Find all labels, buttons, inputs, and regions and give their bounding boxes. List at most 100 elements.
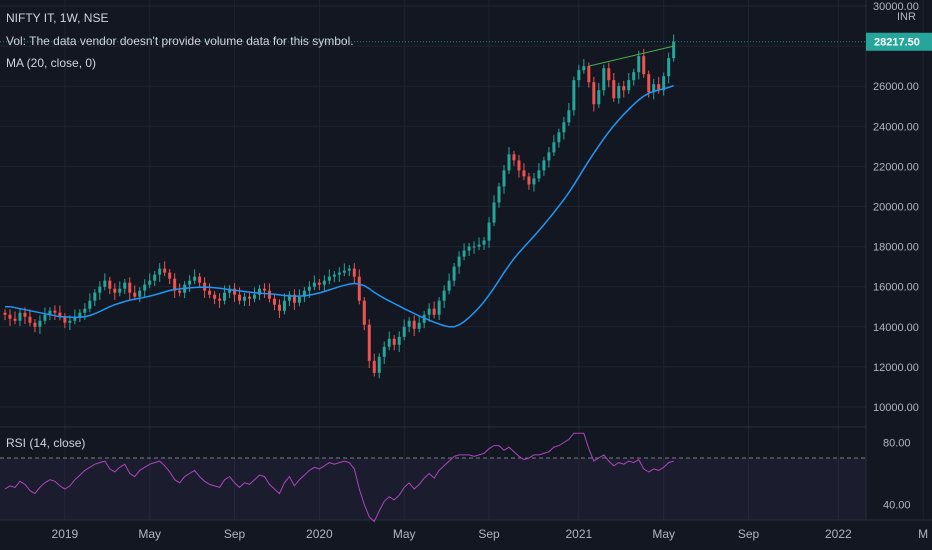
candle-body <box>158 268 162 275</box>
candle <box>347 265 351 277</box>
candle <box>287 291 291 307</box>
candle-body <box>637 56 641 73</box>
candle <box>108 277 112 295</box>
candle <box>28 309 32 327</box>
candle <box>8 309 12 326</box>
candle <box>387 331 391 351</box>
time-tick-label: Sep <box>478 527 500 541</box>
candle <box>153 271 157 287</box>
candle-body <box>253 294 256 299</box>
candle <box>432 301 436 319</box>
candle <box>567 103 571 126</box>
candle <box>547 146 551 168</box>
candle-body <box>402 326 406 337</box>
candle-body <box>223 292 227 301</box>
rsi-axis[interactable]: 40.00 80.00 <box>883 438 911 512</box>
candle <box>377 353 381 379</box>
candle-body <box>667 58 671 77</box>
price-tick-label: 10000.00 <box>873 402 919 414</box>
rsi-legend[interactable]: RSI (14, close) <box>6 436 86 450</box>
candle <box>243 293 247 307</box>
candle <box>173 273 177 298</box>
rsi-band <box>0 457 866 521</box>
candle-body <box>567 110 571 123</box>
candle-body <box>617 86 621 99</box>
candle <box>467 242 471 256</box>
candle <box>587 62 591 88</box>
time-tick-label: 2019 <box>52 527 79 541</box>
rsi-tick-label: 80.00 <box>883 438 911 450</box>
candle <box>198 273 202 289</box>
candle <box>502 164 506 194</box>
time-axis[interactable]: 2019 May Sep 2020 May Sep 2021 May Sep 2022 M <box>52 527 929 541</box>
candle <box>33 319 37 333</box>
candle-body <box>572 80 576 111</box>
candle <box>512 150 516 166</box>
candle-body <box>272 298 276 305</box>
candle <box>327 269 331 285</box>
candle <box>542 156 546 176</box>
candle <box>472 241 476 254</box>
candle <box>93 289 97 307</box>
candle <box>332 271 336 283</box>
candle <box>537 163 541 183</box>
candle <box>442 285 446 308</box>
ma-line <box>5 84 674 328</box>
price-tick-label: 12000.00 <box>873 362 919 374</box>
candle <box>188 275 192 292</box>
candle <box>53 305 57 320</box>
candle <box>38 315 42 334</box>
candle-body <box>372 360 376 373</box>
candle-body <box>492 202 496 223</box>
time-tick-label: Sep <box>738 527 760 541</box>
candles <box>3 34 676 379</box>
candle-body <box>68 320 72 323</box>
candle-body <box>307 286 311 291</box>
candle <box>193 269 197 285</box>
candle-body <box>472 246 476 248</box>
candle <box>477 237 481 251</box>
candle <box>577 64 581 88</box>
candle <box>582 58 586 74</box>
candle-body <box>133 292 137 297</box>
candle-body <box>58 312 62 317</box>
candle-body <box>292 294 296 303</box>
ma-legend[interactable]: MA (20, close, 0) <box>6 56 97 70</box>
candle <box>128 277 132 300</box>
last-price-label: 28217.50 <box>874 37 920 49</box>
candle <box>557 128 561 148</box>
chart-title[interactable]: NIFTY IT, 1W, NSE <box>6 11 109 25</box>
candle <box>372 353 376 377</box>
candle <box>622 80 626 98</box>
candle-body <box>198 276 202 283</box>
candle-body <box>53 310 57 313</box>
candle <box>48 307 52 321</box>
candle <box>123 279 127 295</box>
price-tick-label: 14000.00 <box>873 322 919 334</box>
candle-body <box>407 320 411 327</box>
time-tick-label: May <box>652 527 675 541</box>
candle <box>487 217 491 248</box>
candle-body <box>462 250 466 257</box>
candle <box>248 291 252 306</box>
candle <box>492 195 496 227</box>
time-tick-label: M <box>918 527 928 541</box>
ma-layer <box>5 84 674 328</box>
candle <box>178 283 182 297</box>
candle-body <box>243 296 247 301</box>
volume-note[interactable]: Vol: The data vendor doesn't provide vol… <box>6 34 354 48</box>
time-tick-label: May <box>138 527 161 541</box>
candle-body <box>477 244 481 247</box>
candle <box>267 283 271 303</box>
candle <box>208 283 212 299</box>
candle-body <box>188 280 192 285</box>
candle <box>617 82 621 104</box>
candle <box>637 50 641 80</box>
candle-body <box>547 152 551 161</box>
candle-body <box>3 312 7 315</box>
candle-body <box>13 318 17 321</box>
price-axis[interactable]: 10000.00 12000.00 14000.00 16000.00 18000.00… <box>873 1 919 414</box>
candle-body <box>282 300 286 311</box>
candle-body <box>83 308 87 313</box>
